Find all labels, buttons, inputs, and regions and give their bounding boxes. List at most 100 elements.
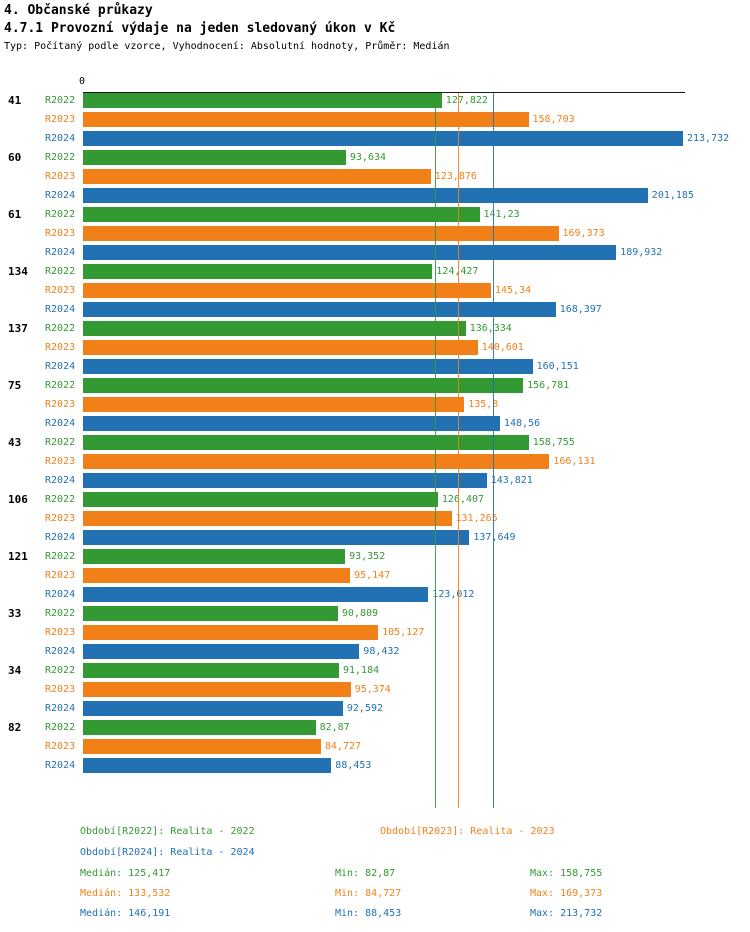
bar bbox=[83, 549, 346, 564]
series-label: R2024 bbox=[45, 589, 76, 600]
report-title: 4. Občanské průkazy bbox=[4, 3, 153, 18]
bar-row: R2023 131,265 bbox=[0, 511, 750, 526]
bar bbox=[83, 340, 478, 355]
bar-row: R2024 123,012 bbox=[0, 587, 750, 602]
median-line bbox=[493, 93, 495, 808]
stat-max-r2023: Max: 169,373 bbox=[530, 888, 603, 899]
bar bbox=[83, 720, 316, 735]
bar-row: R2023 95,374 bbox=[0, 682, 750, 697]
series-label: R2023 bbox=[45, 513, 76, 524]
x-axis-zero-label: 0 bbox=[79, 76, 86, 87]
bar bbox=[83, 682, 351, 697]
bar bbox=[83, 416, 500, 431]
stat-max-r2022: Max: 158,755 bbox=[530, 868, 603, 879]
bar bbox=[83, 131, 683, 146]
bar-track: 168,397 bbox=[83, 302, 750, 317]
bar-track: 126,407 bbox=[83, 492, 750, 507]
bar-track: 93,352 bbox=[83, 549, 750, 564]
bar-row: R2024 98,432 bbox=[0, 644, 750, 659]
bar bbox=[83, 701, 343, 716]
bar-value-label: 88,453 bbox=[335, 760, 372, 771]
bar-track: 141,23 bbox=[83, 207, 750, 222]
bar-track: 136,334 bbox=[83, 321, 750, 336]
bar-track: 82,87 bbox=[83, 720, 750, 735]
bar-track: 93,634 bbox=[83, 150, 750, 165]
legend-item-r2023: Období[R2023]: Realita - 2023 bbox=[380, 826, 555, 837]
bar-row: 34 R2022 91,184 bbox=[0, 663, 750, 678]
bar bbox=[83, 625, 379, 640]
bar bbox=[83, 112, 529, 127]
bar-value-label: 84,727 bbox=[324, 741, 362, 752]
bar-row: 134 R2022 124,427 bbox=[0, 264, 750, 279]
bar-value-label: 136,334 bbox=[469, 323, 512, 334]
bar bbox=[83, 150, 346, 165]
bar-track: 137,649 bbox=[83, 530, 750, 545]
bar-track: 98,432 bbox=[83, 644, 750, 659]
series-label: R2022 bbox=[45, 209, 76, 220]
bar bbox=[83, 264, 433, 279]
bar-row: R2023 123,876 bbox=[0, 169, 750, 184]
stat-median-r2023: Medián: 133,532 bbox=[80, 888, 171, 899]
category-label: 137 bbox=[8, 322, 28, 335]
bar-value-label: 156,781 bbox=[527, 380, 570, 391]
bar-row: R2024 92,592 bbox=[0, 701, 750, 716]
bar-track: 123,876 bbox=[83, 169, 750, 184]
bar-row: R2023 169,373 bbox=[0, 226, 750, 241]
bar-row: R2024 137,649 bbox=[0, 530, 750, 545]
bar-group: 106 R2022 126,407 R2023 131,265 R2024 137,649 bbox=[0, 492, 750, 545]
bar-row: R2024 189,932 bbox=[0, 245, 750, 260]
bar-row: 43 R2022 158,755 bbox=[0, 435, 750, 450]
bar-group: 41 R2022 127,822 R2023 158,703 R2024 213,732 bbox=[0, 93, 750, 146]
series-label: R2024 bbox=[45, 475, 76, 486]
series-label: R2022 bbox=[45, 551, 76, 562]
bar-group: 43 R2022 158,755 R2023 166,131 R2024 143,821 bbox=[0, 435, 750, 488]
bar bbox=[83, 359, 533, 374]
bar-row: R2024 160,151 bbox=[0, 359, 750, 374]
bar bbox=[83, 169, 431, 184]
bar-value-label: 158,755 bbox=[532, 437, 575, 448]
bar-row: 33 R2022 90,809 bbox=[0, 606, 750, 621]
series-label: R2022 bbox=[45, 437, 76, 448]
bar-value-label: 148,56 bbox=[504, 418, 541, 429]
bar-track: 135,8 bbox=[83, 397, 750, 412]
bar-row: R2023 95,147 bbox=[0, 568, 750, 583]
bar-value-label: 168,397 bbox=[559, 304, 602, 315]
bar-row: R2024 88,453 bbox=[0, 758, 750, 773]
bar-track: 123,012 bbox=[83, 587, 750, 602]
series-label: R2023 bbox=[45, 627, 76, 638]
series-label: R2023 bbox=[45, 741, 76, 752]
series-label: R2022 bbox=[45, 665, 76, 676]
bar-track: 124,427 bbox=[83, 264, 750, 279]
bar-value-label: 141,23 bbox=[483, 209, 520, 220]
bar-track: 201,185 bbox=[83, 188, 750, 203]
bar bbox=[83, 454, 550, 469]
bar-row: R2023 140,601 bbox=[0, 340, 750, 355]
category-label: 106 bbox=[8, 493, 28, 506]
bar-value-label: 98,432 bbox=[363, 646, 400, 657]
bar-value-label: 160,151 bbox=[536, 361, 579, 372]
stats-summary: Medián: 125,417 Min: 82,87 Max: 158,755 … bbox=[0, 864, 750, 928]
bar-row: 121 R2022 93,352 bbox=[0, 549, 750, 564]
bar-track: 88,453 bbox=[83, 758, 750, 773]
series-label: R2024 bbox=[45, 703, 76, 714]
series-label: R2024 bbox=[45, 646, 76, 657]
legend-item-r2022: Období[R2022]: Realita - 2022 bbox=[80, 826, 255, 837]
bar bbox=[83, 378, 524, 393]
bar-value-label: 123,876 bbox=[434, 171, 477, 182]
series-label: R2024 bbox=[45, 247, 76, 258]
bar-value-label: 82,87 bbox=[319, 722, 350, 733]
series-label: R2023 bbox=[45, 285, 76, 296]
category-label: 75 bbox=[8, 379, 22, 392]
bar-group: 121 R2022 93,352 R2023 95,147 R2024 123,012 bbox=[0, 549, 750, 602]
series-label: R2024 bbox=[45, 418, 76, 429]
bar-value-label: 124,427 bbox=[436, 264, 478, 279]
bar-value-label: 92,592 bbox=[346, 703, 384, 714]
bar bbox=[83, 511, 452, 526]
bar bbox=[83, 758, 332, 773]
bar-value-label: 126,407 bbox=[441, 494, 485, 505]
category-label: 43 bbox=[8, 436, 22, 449]
category-label: 33 bbox=[8, 607, 22, 620]
bar-track: 90,809 bbox=[83, 606, 750, 621]
bar-row: R2023 158,703 bbox=[0, 112, 750, 127]
x-axis-line bbox=[83, 92, 685, 93]
